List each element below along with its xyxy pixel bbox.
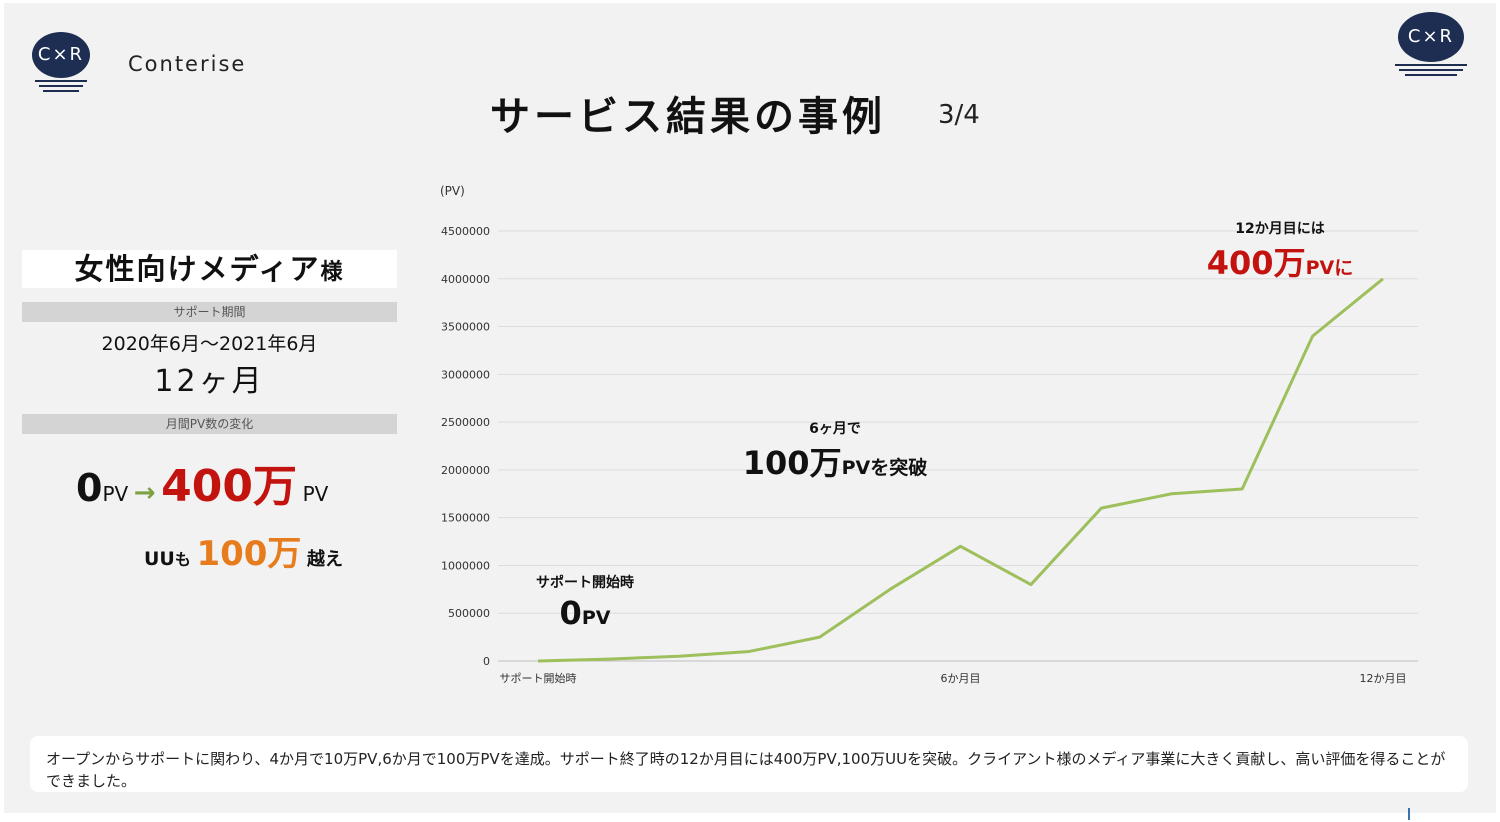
annotation-start-label: サポート開始時 bbox=[536, 575, 634, 591]
pv-start-number: 0 bbox=[76, 466, 103, 510]
slide-background bbox=[4, 3, 1496, 813]
pv-end-number: 400万 bbox=[161, 461, 298, 512]
support-period-length: 12ヶ月 bbox=[154, 364, 265, 399]
y-tick-label: 1500000 bbox=[441, 512, 490, 525]
annotation-start: サポート開始時 0PV bbox=[520, 572, 650, 632]
y-tick-label: 0 bbox=[483, 655, 490, 668]
brand-name: Conterise bbox=[128, 52, 247, 76]
y-tick-label: 4000000 bbox=[441, 273, 490, 286]
pv-end-unit: PV bbox=[302, 482, 329, 506]
logo-circle: C×R bbox=[1398, 12, 1464, 62]
y-tick-label: 500000 bbox=[448, 607, 490, 620]
y-tick-label: 1000000 bbox=[441, 559, 490, 572]
y-tick-label: 3500000 bbox=[441, 321, 490, 334]
page-title: サービス結果の事例 bbox=[490, 94, 886, 140]
annotation-end: 12か月目には 400万PVに bbox=[1200, 218, 1360, 284]
arrow-icon: → bbox=[133, 478, 156, 508]
client-suffix: 様 bbox=[320, 260, 345, 285]
x-tick-label: 6か月目 bbox=[941, 672, 981, 685]
annotation-mid-unit: PVを突破 bbox=[841, 457, 928, 479]
pv-change-label: 月間PV数の変化 bbox=[22, 414, 397, 434]
series-line bbox=[537, 277, 1384, 663]
support-period-label: サポート期間 bbox=[22, 302, 397, 322]
y-tick-label: 2000000 bbox=[441, 464, 490, 477]
x-tick-label: サポート開始時 bbox=[500, 671, 577, 685]
annotation-mid-number: 100万 bbox=[742, 444, 842, 482]
logo-circle: C×R bbox=[32, 32, 90, 78]
uu-suffix: 越え bbox=[307, 549, 344, 570]
pv-change-summary: 0PV → 400万 PV bbox=[76, 450, 328, 514]
y-unit-label: (PV) bbox=[440, 184, 465, 198]
annotation-mid-label: 6ヶ月で bbox=[809, 421, 861, 437]
annotation-mid: 6ヶ月で 100万PVを突破 bbox=[730, 418, 940, 484]
annotation-end-number: 400万 bbox=[1206, 244, 1306, 282]
uu-prefix: UU bbox=[144, 548, 175, 570]
summary-note: オープンからサポートに関わり、4か月で10万PV,6か月で100万PVを達成。サ… bbox=[30, 736, 1468, 792]
client-main: 女性向けメディア bbox=[74, 252, 321, 286]
support-period-dates: 2020年6月〜2021年6月 bbox=[101, 333, 318, 355]
y-tick-label: 4500000 bbox=[441, 225, 490, 238]
uu-summary: UUも 100万 越え bbox=[144, 526, 343, 575]
annotation-start-unit: PV bbox=[581, 607, 611, 629]
page-indicator: 3/4 bbox=[938, 100, 980, 130]
y-tick-label: 3000000 bbox=[441, 368, 490, 381]
annotation-end-label: 12か月目には bbox=[1235, 221, 1325, 237]
summary-note-text: オープンからサポートに関わり、4か月で10万PV,6か月で100万PVを達成。サ… bbox=[46, 750, 1446, 790]
slide-edge-mark bbox=[1408, 808, 1410, 820]
pv-start-unit: PV bbox=[102, 482, 129, 506]
uu-number: 100万 bbox=[196, 534, 302, 574]
logo-left: C×R bbox=[29, 32, 93, 96]
client-name: 女性向けメディア様 bbox=[22, 250, 397, 288]
annotation-start-number: 0 bbox=[559, 594, 582, 632]
annotation-end-unit: PVに bbox=[1305, 257, 1354, 279]
logo-right: C×R bbox=[1395, 12, 1467, 76]
uu-mo: も bbox=[174, 550, 191, 569]
y-tick-label: 2500000 bbox=[441, 416, 490, 429]
x-tick-label: 12か月目 bbox=[1360, 672, 1407, 685]
